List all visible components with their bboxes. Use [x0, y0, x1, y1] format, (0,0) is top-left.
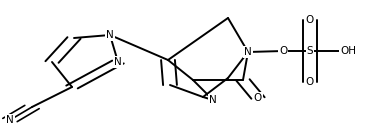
Text: N: N: [244, 47, 252, 57]
Text: O: O: [306, 77, 314, 87]
Text: N: N: [106, 30, 114, 40]
Text: O: O: [254, 93, 262, 103]
Text: S: S: [307, 46, 313, 56]
Text: N: N: [114, 57, 122, 67]
Text: OH: OH: [340, 46, 356, 56]
Text: N: N: [209, 95, 217, 105]
Text: O: O: [306, 15, 314, 25]
Text: N: N: [6, 115, 14, 125]
Text: O: O: [279, 46, 287, 56]
